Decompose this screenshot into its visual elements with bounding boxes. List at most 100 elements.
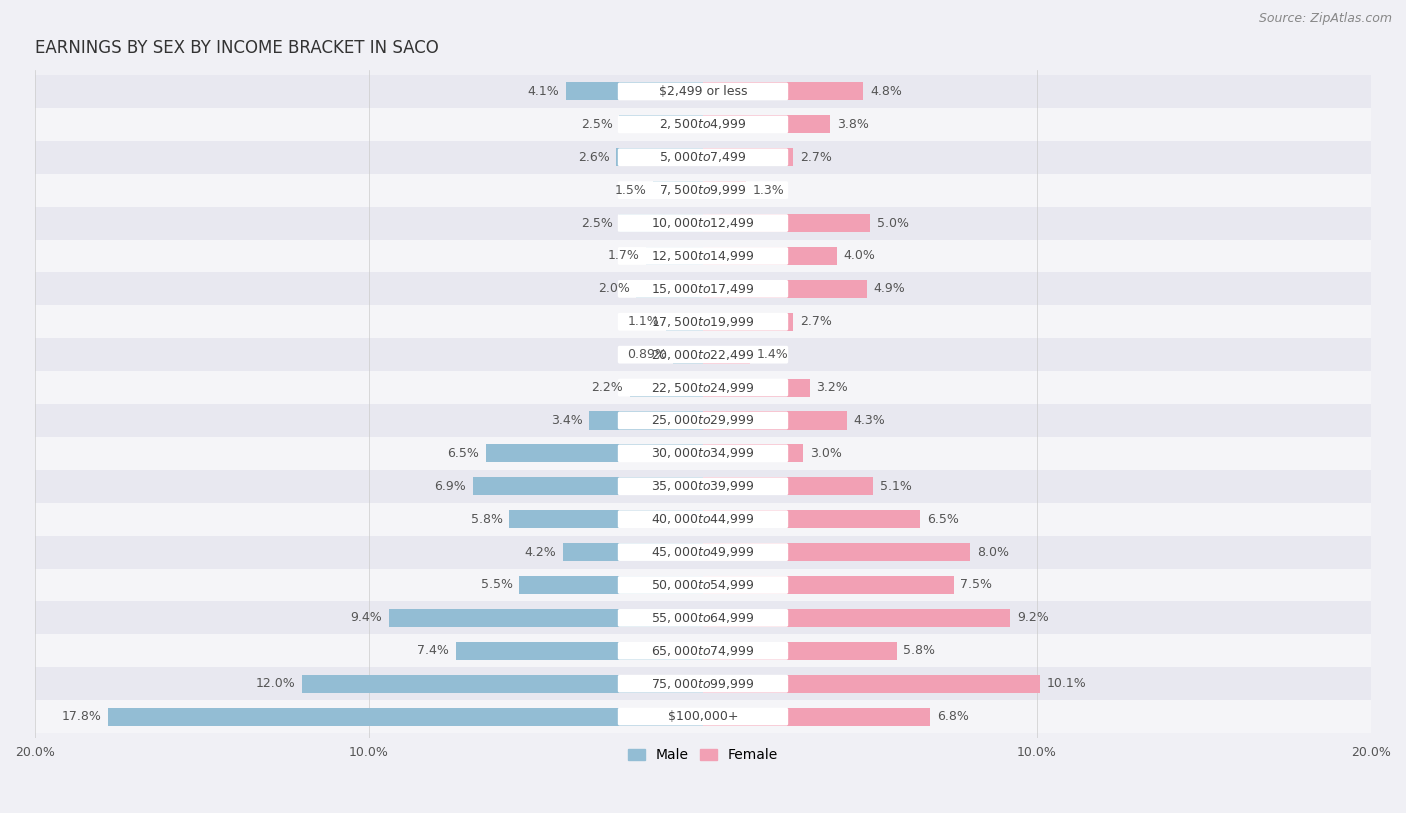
FancyBboxPatch shape: [617, 115, 789, 133]
Text: $12,500 to $14,999: $12,500 to $14,999: [651, 249, 755, 263]
Bar: [703, 181, 747, 199]
Bar: [35, 174, 1371, 207]
Text: $10,000 to $12,499: $10,000 to $12,499: [651, 216, 755, 230]
Text: 1.3%: 1.3%: [754, 184, 785, 197]
Text: 2.6%: 2.6%: [578, 150, 609, 163]
Text: 2.7%: 2.7%: [800, 315, 832, 328]
Text: 4.2%: 4.2%: [524, 546, 555, 559]
Text: 4.3%: 4.3%: [853, 414, 884, 427]
Bar: [703, 247, 837, 265]
Bar: [35, 207, 1371, 240]
Bar: [666, 313, 703, 331]
Text: 3.2%: 3.2%: [817, 381, 848, 394]
Bar: [456, 641, 703, 660]
Text: 5.8%: 5.8%: [904, 644, 935, 657]
Text: $17,500 to $19,999: $17,500 to $19,999: [651, 315, 755, 328]
Text: 5.0%: 5.0%: [877, 216, 908, 229]
Bar: [673, 346, 703, 363]
FancyBboxPatch shape: [617, 576, 789, 593]
Text: 1.5%: 1.5%: [614, 184, 647, 197]
Text: 8.0%: 8.0%: [977, 546, 1010, 559]
FancyBboxPatch shape: [617, 247, 789, 265]
Text: 2.0%: 2.0%: [598, 282, 630, 295]
Text: 4.0%: 4.0%: [844, 250, 875, 263]
Text: 7.4%: 7.4%: [418, 644, 449, 657]
Bar: [35, 272, 1371, 306]
Text: 6.5%: 6.5%: [927, 513, 959, 526]
Bar: [35, 502, 1371, 536]
Bar: [35, 75, 1371, 108]
Bar: [703, 609, 1011, 627]
Bar: [35, 338, 1371, 371]
FancyBboxPatch shape: [617, 445, 789, 463]
FancyBboxPatch shape: [617, 148, 789, 166]
Text: 2.5%: 2.5%: [581, 118, 613, 131]
FancyBboxPatch shape: [617, 214, 789, 232]
Text: 2.7%: 2.7%: [800, 150, 832, 163]
Text: 5.1%: 5.1%: [880, 480, 912, 493]
Bar: [703, 477, 873, 495]
Text: $65,000 to $74,999: $65,000 to $74,999: [651, 644, 755, 658]
Bar: [108, 707, 703, 726]
Text: 5.5%: 5.5%: [481, 579, 513, 592]
Bar: [35, 700, 1371, 733]
FancyBboxPatch shape: [617, 609, 789, 627]
Text: 0.89%: 0.89%: [627, 348, 666, 361]
Text: 17.8%: 17.8%: [62, 710, 101, 723]
FancyBboxPatch shape: [617, 379, 789, 397]
Text: $40,000 to $44,999: $40,000 to $44,999: [651, 512, 755, 526]
FancyBboxPatch shape: [617, 313, 789, 331]
Bar: [35, 240, 1371, 272]
Bar: [703, 313, 793, 331]
Text: Source: ZipAtlas.com: Source: ZipAtlas.com: [1258, 12, 1392, 25]
Text: $50,000 to $54,999: $50,000 to $54,999: [651, 578, 755, 592]
FancyBboxPatch shape: [617, 477, 789, 495]
Text: 7.5%: 7.5%: [960, 579, 993, 592]
Bar: [509, 510, 703, 528]
Bar: [630, 379, 703, 397]
Bar: [636, 280, 703, 298]
Text: 1.1%: 1.1%: [628, 315, 659, 328]
Text: 2.5%: 2.5%: [581, 216, 613, 229]
Bar: [703, 641, 897, 660]
Text: EARNINGS BY SEX BY INCOME BRACKET IN SACO: EARNINGS BY SEX BY INCOME BRACKET IN SAC…: [35, 39, 439, 58]
Text: 3.8%: 3.8%: [837, 118, 869, 131]
Bar: [620, 214, 703, 232]
Bar: [35, 667, 1371, 700]
Bar: [562, 543, 703, 561]
Text: 12.0%: 12.0%: [256, 677, 295, 690]
Bar: [703, 411, 846, 429]
Text: 3.0%: 3.0%: [810, 447, 842, 460]
Bar: [703, 115, 830, 133]
Bar: [589, 411, 703, 429]
Bar: [703, 445, 803, 463]
FancyBboxPatch shape: [617, 181, 789, 199]
Text: $100,000+: $100,000+: [668, 710, 738, 723]
Text: 4.8%: 4.8%: [870, 85, 901, 98]
Text: 5.8%: 5.8%: [471, 513, 502, 526]
Bar: [472, 477, 703, 495]
Text: 2.2%: 2.2%: [591, 381, 623, 394]
Bar: [703, 280, 866, 298]
FancyBboxPatch shape: [617, 83, 789, 100]
Text: $75,000 to $99,999: $75,000 to $99,999: [651, 676, 755, 691]
Text: $25,000 to $29,999: $25,000 to $29,999: [651, 414, 755, 428]
Bar: [703, 346, 749, 363]
Bar: [35, 404, 1371, 437]
Text: $15,000 to $17,499: $15,000 to $17,499: [651, 282, 755, 296]
Bar: [616, 148, 703, 167]
Text: 1.7%: 1.7%: [607, 250, 640, 263]
Bar: [647, 247, 703, 265]
Bar: [703, 543, 970, 561]
Bar: [620, 115, 703, 133]
Text: 6.8%: 6.8%: [936, 710, 969, 723]
FancyBboxPatch shape: [617, 675, 789, 693]
Text: $22,500 to $24,999: $22,500 to $24,999: [651, 380, 755, 394]
Bar: [486, 445, 703, 463]
Text: 6.5%: 6.5%: [447, 447, 479, 460]
Text: $5,000 to $7,499: $5,000 to $7,499: [659, 150, 747, 164]
FancyBboxPatch shape: [617, 511, 789, 528]
Text: $2,499 or less: $2,499 or less: [659, 85, 747, 98]
Bar: [389, 609, 703, 627]
Legend: Male, Female: Male, Female: [623, 742, 783, 767]
